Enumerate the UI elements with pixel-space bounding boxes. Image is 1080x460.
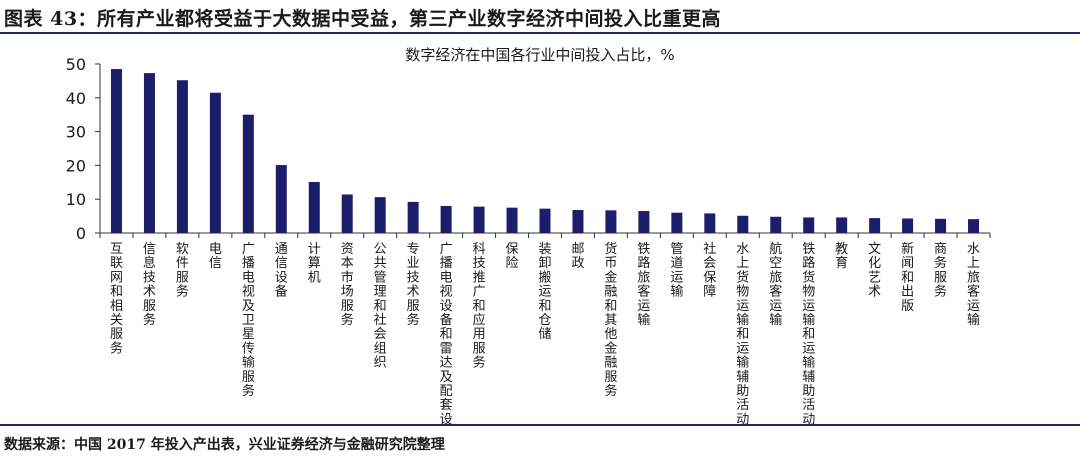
x-tick-label: 管道运输 [670, 242, 683, 300]
x-tick-label: 货币金融和其他金融服务 [604, 241, 617, 399]
x-tick-label: 公共管理和社会组织 [374, 242, 387, 371]
figure-footer: 数据来源：中国 2017 年投入产出表，兴业证券经济与金融研究院整理 [0, 424, 1080, 460]
x-tick-label: 广播电视及卫星传输服务 [242, 242, 255, 399]
x-tick-label: 信息技术服务 [143, 242, 156, 328]
x-tick-label: 商务服务 [934, 242, 947, 300]
y-tick-label: 10 [66, 190, 86, 209]
bar [572, 210, 584, 233]
header-divider [0, 32, 1080, 34]
bar [143, 73, 155, 233]
x-tick-label: 专业技术服务 [407, 242, 420, 328]
bar [605, 210, 617, 233]
y-tick-label: 20 [66, 156, 86, 175]
y-tick-label: 30 [66, 123, 86, 142]
footer-divider [0, 424, 1080, 426]
bar [242, 114, 254, 233]
y-tick-label: 0 [76, 224, 86, 243]
x-tick-label: 互联网和相关服务 [110, 242, 123, 356]
bar [341, 194, 353, 233]
bar [374, 197, 386, 233]
bar [968, 219, 980, 233]
figure-title: 图表 43：所有产业都将受益于大数据中受益，第三产业数字经济中间投入比重更高 [4, 8, 722, 30]
x-tick-label: 新闻和出版 [901, 241, 914, 314]
source-note: 数据来源：中国 2017 年投入产出表，兴业证券经济与金融研究院整理 [4, 437, 445, 453]
x-tick-label: 计算机 [308, 242, 321, 285]
bar-chart: 0 10 20 30 40 50 互联网和相关服务 信息技术服务 软件服务 电信 广播电视及卫星传输… [66, 55, 991, 424]
y-tick-label: 50 [66, 55, 86, 74]
x-tick-label: 水上旅客运输 [967, 242, 980, 328]
x-tick-label: 通信设备 [275, 242, 288, 300]
x-tick-label: 装卸搬运和仓储 [538, 242, 551, 342]
bar [407, 201, 419, 233]
bar [539, 208, 551, 233]
x-tick-label: 社会保障 [703, 241, 716, 300]
bar [638, 211, 650, 233]
y-tick-label: 40 [66, 89, 86, 108]
bar [176, 80, 188, 233]
bar [308, 181, 320, 233]
bar [737, 215, 749, 233]
x-tick-label: 邮政 [571, 242, 584, 271]
x-tick-label: 铁路货物运输和运输辅助活动 [802, 242, 815, 424]
bar [440, 205, 452, 233]
bar [704, 213, 716, 233]
bar [506, 207, 518, 233]
x-tick-label: 广播电视设备和雷达及配套设备 [440, 242, 453, 424]
bar [803, 217, 815, 233]
figure-header: 图表 43：所有产业都将受益于大数据中受益，第三产业数字经济中间投入比重更高 [0, 0, 1080, 34]
bar [671, 212, 683, 233]
bar [209, 92, 221, 233]
x-tick-label: 资本市场服务 [341, 242, 354, 328]
bar [902, 218, 914, 233]
bar [110, 69, 122, 233]
x-tick-label: 科技推广和应用服务 [473, 242, 486, 371]
bar [473, 206, 485, 233]
x-tick-label: 铁路旅客运输 [637, 242, 650, 328]
chart-title: 数字经济在中国各行业中间投入占比，% [405, 46, 675, 64]
x-tick-label: 教育 [835, 241, 848, 271]
x-tick-label: 软件服务 [176, 242, 189, 300]
x-tick-label: 航空旅客运输 [769, 241, 782, 328]
bar [275, 165, 287, 233]
bar [770, 216, 782, 233]
x-tick-label: 电信 [209, 242, 222, 271]
bar [935, 218, 947, 233]
x-tick-label: 文化艺术 [868, 242, 881, 300]
bar [869, 218, 881, 233]
bar [836, 217, 848, 233]
x-tick-label: 水上货物运输和运输辅助活动 [736, 242, 749, 424]
x-tick-label: 保险 [506, 242, 519, 271]
